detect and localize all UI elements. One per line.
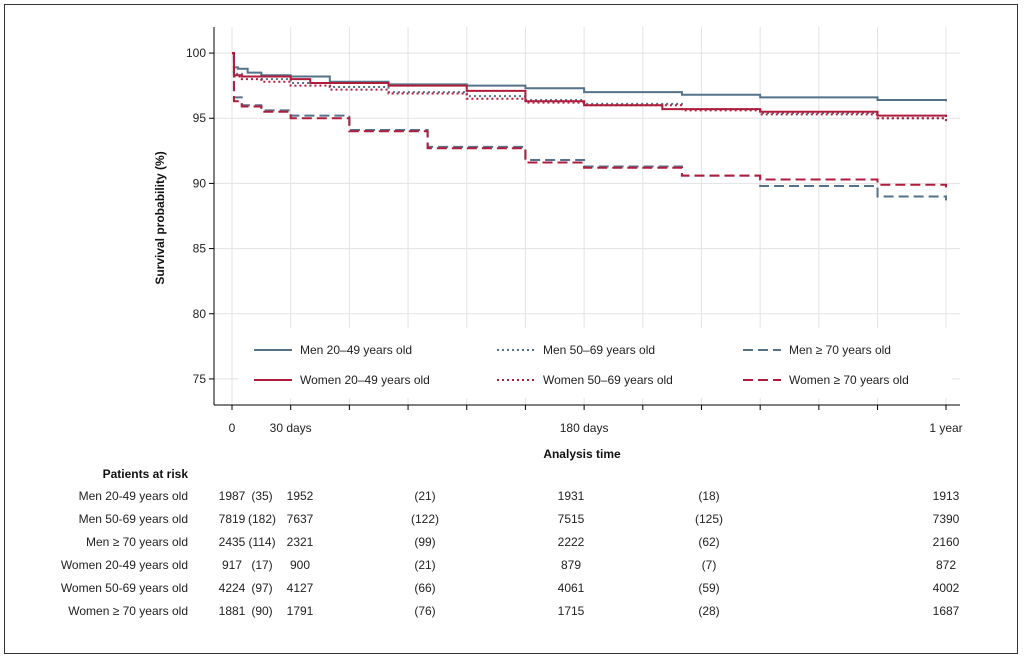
risk-row-label: Women ≥ 70 years old xyxy=(68,604,188,618)
x-tick-label: 30 days xyxy=(270,421,312,435)
risk-cell: (35) xyxy=(251,489,272,503)
risk-cell: 1931 xyxy=(558,489,585,503)
y-tick-label: 90 xyxy=(193,176,207,190)
y-tick-label: 75 xyxy=(193,372,207,386)
risk-cell: (21) xyxy=(414,558,435,572)
legend-label: Men 20–49 years old xyxy=(300,343,412,357)
risk-cell: 1791 xyxy=(287,604,314,618)
series-line xyxy=(232,52,947,188)
x-tick-label: 0 xyxy=(229,421,236,435)
risk-cell: (90) xyxy=(251,604,272,618)
risk-cell: (18) xyxy=(698,489,719,503)
y-tick-label: 80 xyxy=(193,307,207,321)
risk-cell: 1881 xyxy=(219,604,246,618)
risk-cell: (99) xyxy=(414,535,435,549)
legend-label: Women 20–49 years old xyxy=(300,373,430,387)
risk-cell: 4224 xyxy=(219,581,246,595)
risk-cell: 1952 xyxy=(287,489,314,503)
risk-cell: (7) xyxy=(702,558,717,572)
risk-cell: (182) xyxy=(248,512,276,526)
risk-cell: 2160 xyxy=(933,535,960,549)
risk-cell: 4002 xyxy=(933,581,960,595)
risk-table-heading: Patients at risk xyxy=(103,467,189,481)
risk-cell: 4127 xyxy=(287,581,314,595)
risk-cell: (122) xyxy=(411,512,439,526)
axes-layer: 75 80 85 90 95 100 0 30 days 180 days 1 year xyxy=(186,27,963,435)
risk-cell: (97) xyxy=(251,581,272,595)
risk-cell: 7637 xyxy=(287,512,314,526)
risk-row-label: Women 50-69 years old xyxy=(61,581,188,595)
risk-cell: 879 xyxy=(561,558,581,572)
risk-cell: (59) xyxy=(698,581,719,595)
risk-cell: 872 xyxy=(936,558,956,572)
y-tick-label: 95 xyxy=(193,111,207,125)
risk-cell: 917 xyxy=(222,558,242,572)
legend-label: Men ≥ 70 years old xyxy=(789,343,891,357)
risk-row-label: Women 20-49 years old xyxy=(61,558,188,572)
series-layer xyxy=(232,52,947,201)
risk-row-label: Men 20-49 years old xyxy=(79,489,188,503)
series-line xyxy=(232,52,947,121)
risk-cell: (21) xyxy=(414,489,435,503)
risk-cell: 1913 xyxy=(933,489,960,503)
risk-cell: 2321 xyxy=(287,535,314,549)
risk-cell: (62) xyxy=(698,535,719,549)
legend: Men 20–49 years old Men 50–69 years old Me… xyxy=(238,328,952,398)
risk-cell: 2222 xyxy=(558,535,585,549)
risk-row-label: Men 50-69 years old xyxy=(79,512,188,526)
risk-cell: 2435 xyxy=(219,535,246,549)
y-tick-label: 100 xyxy=(186,46,206,60)
risk-cell: 7390 xyxy=(933,512,960,526)
risk-cell: (66) xyxy=(414,581,435,595)
x-axis-title: Analysis time xyxy=(543,447,621,461)
risk-cell: 900 xyxy=(290,558,310,572)
risk-cell: (114) xyxy=(248,535,275,549)
risk-cell: 7819 xyxy=(219,512,246,526)
risk-cell: (17) xyxy=(251,558,272,572)
risk-cell: (76) xyxy=(414,604,435,618)
y-axis-title: Survival probability (%) xyxy=(153,151,167,284)
risk-cell: 7515 xyxy=(558,512,585,526)
legend-box xyxy=(238,328,952,398)
risk-cell: 1687 xyxy=(933,604,960,618)
x-tick-label: 180 days xyxy=(560,421,609,435)
x-tick-label: 1 year xyxy=(929,421,962,435)
risk-cell: 4061 xyxy=(558,581,585,595)
risk-cell: 1715 xyxy=(558,604,585,618)
risk-cell: 1987 xyxy=(219,489,246,503)
legend-label: Women 50–69 years old xyxy=(543,373,673,387)
risk-cell: (125) xyxy=(695,512,723,526)
legend-label: Women ≥ 70 years old xyxy=(789,373,909,387)
figure-frame xyxy=(4,4,1018,654)
legend-label: Men 50–69 years old xyxy=(543,343,655,357)
risk-table: Patients at risk Men 20-49 years old 1987… xyxy=(61,467,960,618)
risk-cell: (28) xyxy=(698,604,719,618)
risk-row-label: Men ≥ 70 years old xyxy=(86,535,188,549)
y-tick-label: 85 xyxy=(193,242,207,256)
